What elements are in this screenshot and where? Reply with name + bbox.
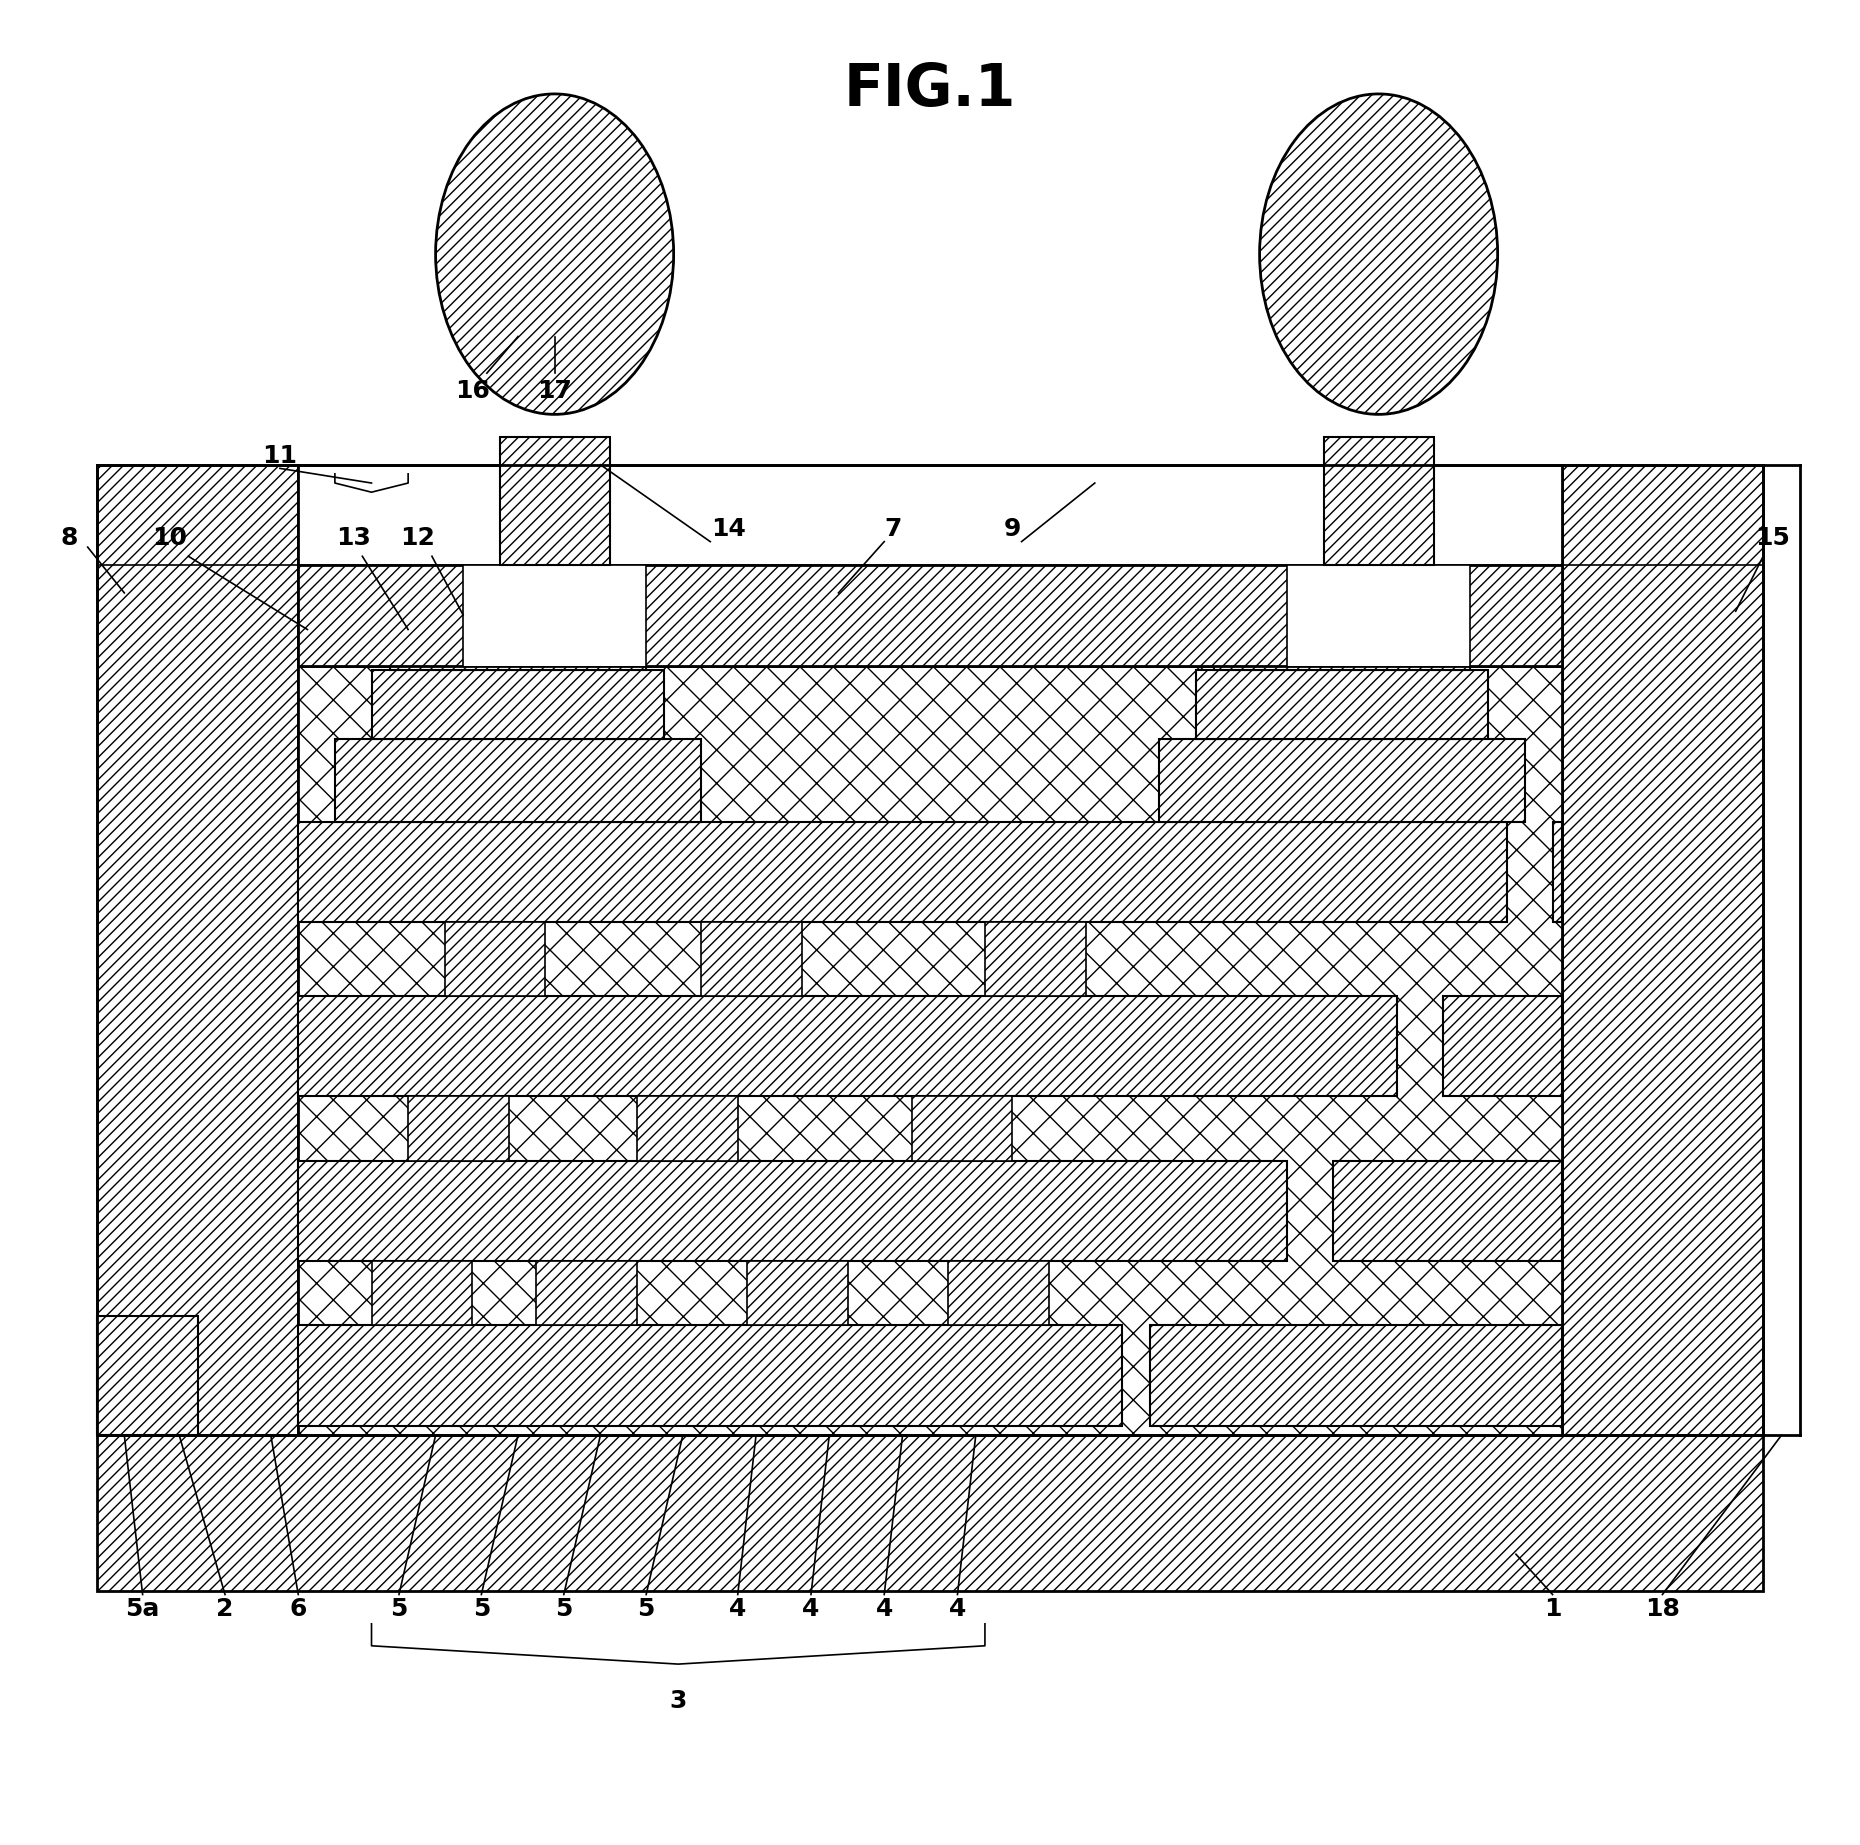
Bar xyxy=(1287,565,1469,666)
Text: 4: 4 xyxy=(876,1598,893,1622)
Bar xyxy=(1562,465,1763,1435)
Text: FIG.1: FIG.1 xyxy=(844,61,1016,118)
Text: 5: 5 xyxy=(554,1598,573,1622)
Text: 11: 11 xyxy=(262,443,298,467)
Text: 4: 4 xyxy=(949,1598,965,1622)
Ellipse shape xyxy=(435,94,673,415)
Text: 12: 12 xyxy=(400,526,435,550)
Text: 5a: 5a xyxy=(125,1598,160,1622)
Bar xyxy=(1334,1161,1562,1262)
Bar xyxy=(536,1262,636,1325)
Text: 6: 6 xyxy=(290,1598,307,1622)
Bar xyxy=(1215,614,1469,670)
Text: 10: 10 xyxy=(153,526,188,550)
Text: 15: 15 xyxy=(1754,526,1789,550)
Text: 8: 8 xyxy=(61,526,78,550)
Bar xyxy=(1324,437,1434,565)
Bar xyxy=(1443,996,1562,1096)
Bar xyxy=(372,670,664,740)
Bar xyxy=(335,740,701,821)
Bar xyxy=(298,666,1562,1435)
Ellipse shape xyxy=(1259,94,1497,415)
Text: 7: 7 xyxy=(885,517,902,541)
Bar xyxy=(391,614,645,670)
Text: 2: 2 xyxy=(216,1598,234,1622)
Bar xyxy=(97,1315,197,1435)
Bar xyxy=(298,565,1562,666)
Bar xyxy=(445,922,545,996)
Bar xyxy=(701,922,802,996)
Text: 18: 18 xyxy=(1644,1598,1680,1622)
Bar xyxy=(1149,1325,1562,1426)
Bar xyxy=(407,1096,510,1161)
Bar xyxy=(1196,670,1488,740)
Bar xyxy=(500,437,610,565)
Bar xyxy=(1159,740,1525,821)
Bar xyxy=(298,1161,1287,1262)
Bar xyxy=(298,465,1562,1435)
Text: 4: 4 xyxy=(802,1598,820,1622)
Bar xyxy=(298,996,1397,1096)
Text: 13: 13 xyxy=(337,526,370,550)
Text: 16: 16 xyxy=(456,380,489,404)
Text: 5: 5 xyxy=(638,1598,655,1622)
Text: 5: 5 xyxy=(472,1598,489,1622)
Bar xyxy=(298,821,1507,922)
Bar xyxy=(949,1262,1049,1325)
Text: 4: 4 xyxy=(729,1598,746,1622)
Bar xyxy=(986,922,1086,996)
Text: 14: 14 xyxy=(711,517,746,541)
Text: 9: 9 xyxy=(1004,517,1021,541)
Bar xyxy=(97,1315,197,1435)
Text: 1: 1 xyxy=(1544,1598,1561,1622)
Bar xyxy=(1553,821,1562,922)
Text: 3: 3 xyxy=(670,1688,686,1712)
Bar xyxy=(97,465,298,1435)
Bar xyxy=(911,1096,1012,1161)
Bar xyxy=(463,565,645,666)
Bar xyxy=(97,1435,1763,1590)
Text: 17: 17 xyxy=(538,380,573,404)
Bar xyxy=(636,1096,738,1161)
Text: 5: 5 xyxy=(391,1598,407,1622)
Bar xyxy=(748,1262,848,1325)
Bar xyxy=(372,1262,472,1325)
Bar xyxy=(298,1325,1122,1426)
